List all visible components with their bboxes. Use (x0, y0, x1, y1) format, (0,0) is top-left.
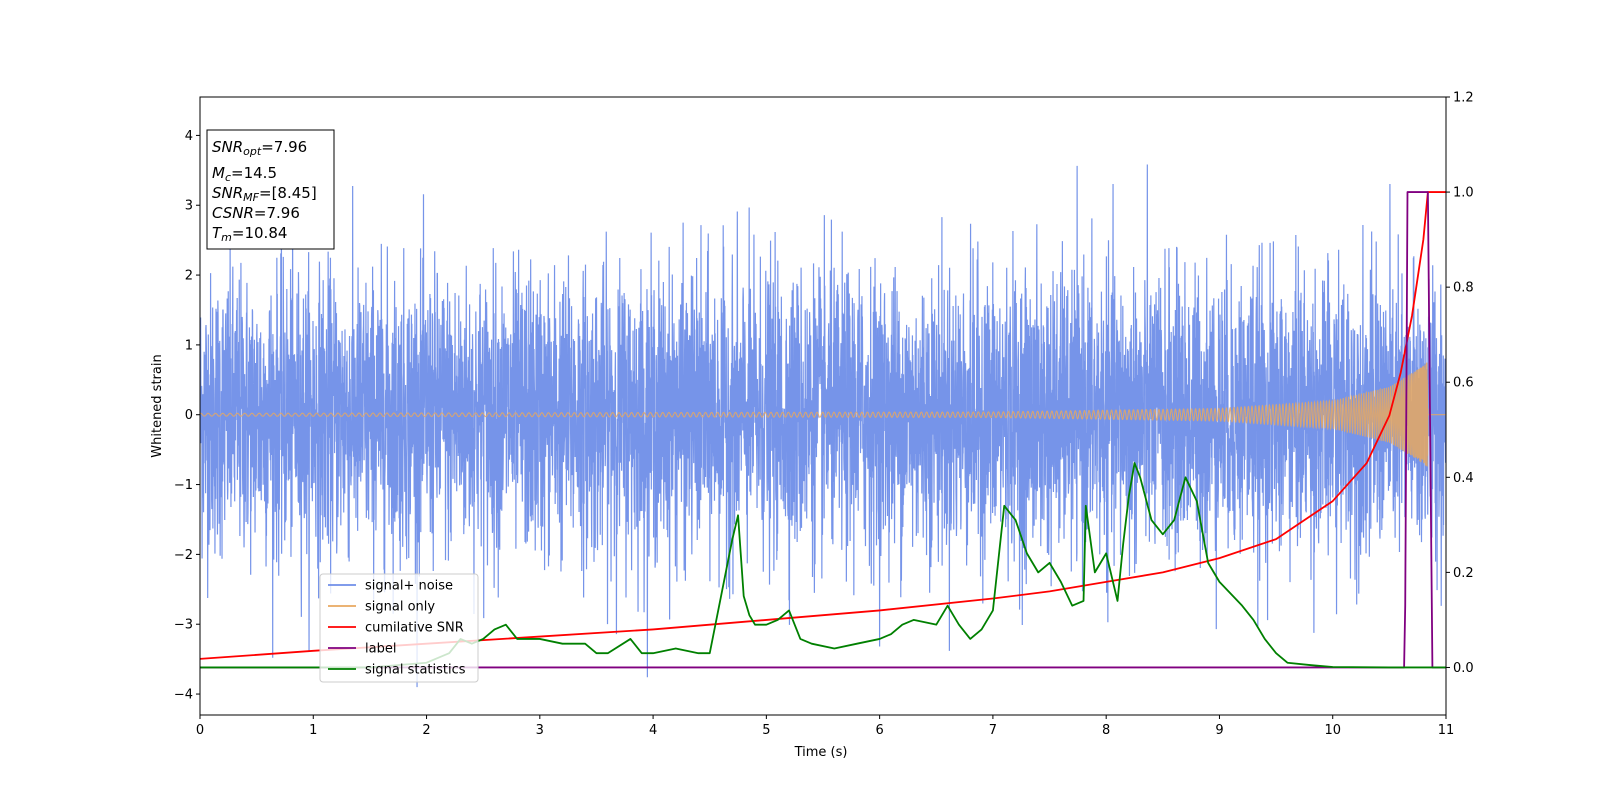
y-right-tick-label: 0.0 (1453, 661, 1474, 676)
legend-label-signal-noise: signal+ noise (365, 579, 453, 594)
x-tick-label: 3 (536, 723, 544, 738)
y-left-tick-label: 4 (185, 129, 193, 144)
y-left-tick-label: −2 (174, 548, 193, 563)
x-tick-label: 8 (1102, 723, 1110, 738)
legend: signal+ noise signal only cumilative SNR la… (319, 573, 479, 683)
info-snr-mf: SNRMF=[8.45] (212, 184, 317, 204)
legend-label-label: label (365, 642, 396, 657)
x-tick-label: 6 (875, 723, 883, 738)
x-tick-label: 0 (196, 723, 204, 738)
info-csnr: CSNR=7.96 (212, 204, 300, 222)
y-axis-right-ticks: 0.0 0.2 0.4 0.6 0.8 1.0 1.2 (1446, 91, 1474, 676)
legend-label-cumilative-snr: cumilative SNR (365, 621, 464, 636)
x-tick-label: 1 (309, 723, 317, 738)
x-axis-ticks: 0 1 2 3 4 5 6 7 8 9 10 11 (196, 715, 1454, 738)
x-axis-label: Time (s) (794, 745, 848, 760)
legend-label-signal-statistics: signal statistics (365, 663, 466, 678)
y-axis-label: Whitened strain (150, 354, 165, 457)
series-line-cumilative-snr (200, 191, 1446, 660)
info-tm: Tm=10.84 (212, 224, 287, 244)
y-left-tick-label: 3 (185, 199, 193, 214)
x-tick-label: 5 (762, 723, 770, 738)
x-tick-label: 4 (649, 723, 657, 738)
y-right-tick-label: 1.2 (1453, 91, 1474, 106)
y-right-tick-label: 1.0 (1453, 186, 1474, 201)
y-left-tick-label: −1 (174, 478, 193, 493)
series-line-signal-statistics (200, 462, 1446, 669)
plot-frame (199, 96, 1447, 716)
y-right-tick-label: 0.6 (1453, 376, 1474, 391)
y-right-tick-label: 0.2 (1453, 566, 1474, 581)
x-tick-label: 9 (1215, 723, 1223, 738)
x-tick-label: 2 (422, 723, 430, 738)
series-line-signal-only (200, 362, 1446, 467)
series-layer (200, 164, 1446, 688)
y-right-tick-label: 0.4 (1453, 471, 1474, 486)
y-left-tick-label: 2 (185, 269, 193, 284)
y-axis-left-ticks: −4 −3 −2 −1 0 1 2 3 4 (174, 129, 200, 703)
y-right-tick-label: 0.8 (1453, 281, 1474, 296)
info-box: SNRopt=7.96 Mc=14.5 SNRMF=[8.45] CSNR=7.… (206, 129, 335, 250)
x-tick-label: 10 (1324, 723, 1341, 738)
info-mc: Mc=14.5 (212, 164, 277, 184)
y-left-tick-label: −3 (174, 618, 193, 633)
x-tick-label: 7 (989, 723, 997, 738)
y-left-tick-label: 0 (185, 408, 193, 423)
legend-label-signal-only: signal only (365, 600, 435, 615)
info-box-frame (206, 129, 335, 250)
x-tick-label: 11 (1438, 723, 1455, 738)
info-snr-opt: SNRopt=7.96 (212, 138, 307, 158)
legend-frame (319, 573, 479, 683)
y-left-tick-label: 1 (185, 338, 193, 353)
y-left-tick-label: −4 (174, 688, 193, 703)
